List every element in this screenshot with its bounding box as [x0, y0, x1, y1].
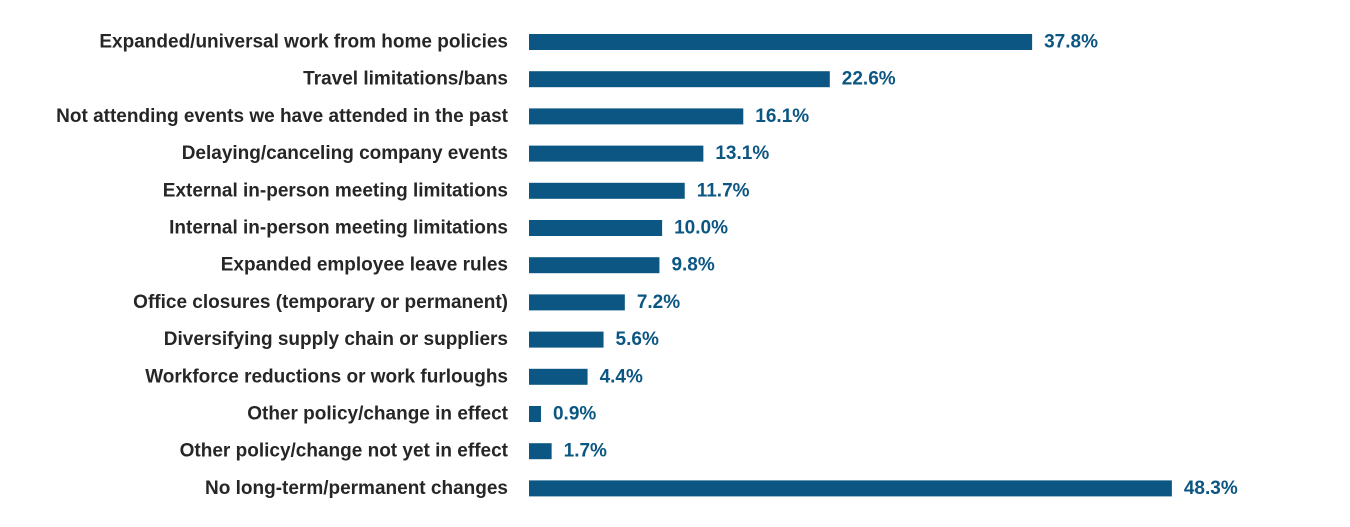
category-label: Expanded employee leave rules — [221, 255, 508, 276]
bar — [529, 220, 663, 236]
bar — [529, 257, 660, 274]
bar — [529, 331, 604, 348]
category-label: Diversifying supply chain or suppliers — [164, 329, 508, 350]
value-label: 11.7% — [697, 180, 750, 201]
category-label: External in-person meeting limitations — [163, 180, 508, 201]
value-label: 22.6% — [842, 69, 896, 90]
value-label: 48.3% — [1184, 478, 1238, 499]
value-label: 0.9% — [553, 404, 596, 425]
bar — [529, 71, 830, 88]
category-labels: Expanded/universal work from home polici… — [56, 32, 509, 499]
category-label: Other policy/change not yet in effect — [180, 441, 509, 462]
bar — [529, 34, 1033, 50]
bars — [529, 34, 1172, 497]
bar — [529, 294, 625, 311]
bar — [529, 480, 1172, 497]
value-label: 9.8% — [671, 255, 714, 276]
value-label: 4.4% — [600, 366, 643, 387]
value-label: 5.6% — [616, 329, 659, 350]
value-label: 16.1% — [755, 106, 809, 127]
bar — [529, 368, 588, 385]
category-label: Office closures (temporary or permanent) — [133, 292, 508, 313]
value-labels: 37.8% 22.6% 16.1% 13.1% 11.7% 10.0% 9.8% 7.2% 5.… — [553, 32, 1238, 499]
category-label: Internal in-person meeting limitations — [169, 218, 508, 239]
value-label: 10.0% — [674, 218, 728, 239]
category-label: No long-term/permanent changes — [205, 478, 508, 499]
category-label: Expanded/universal work from home polici… — [99, 32, 508, 53]
value-label: 1.7% — [564, 441, 607, 462]
value-label: 37.8% — [1044, 32, 1098, 53]
value-label: 7.2% — [637, 292, 680, 313]
bar — [529, 443, 552, 460]
bar — [529, 182, 685, 199]
bar — [529, 108, 744, 125]
category-label: Other policy/change in effect — [247, 404, 508, 425]
bar — [529, 406, 541, 422]
bar — [529, 145, 704, 162]
category-label: Delaying/canceling company events — [182, 143, 508, 164]
category-label: Workforce reductions or work furloughs — [145, 366, 508, 387]
category-label: Travel limitations/bans — [303, 69, 508, 90]
value-label: 13.1% — [715, 143, 769, 164]
category-label: Not attending events we have attended in… — [56, 106, 509, 127]
